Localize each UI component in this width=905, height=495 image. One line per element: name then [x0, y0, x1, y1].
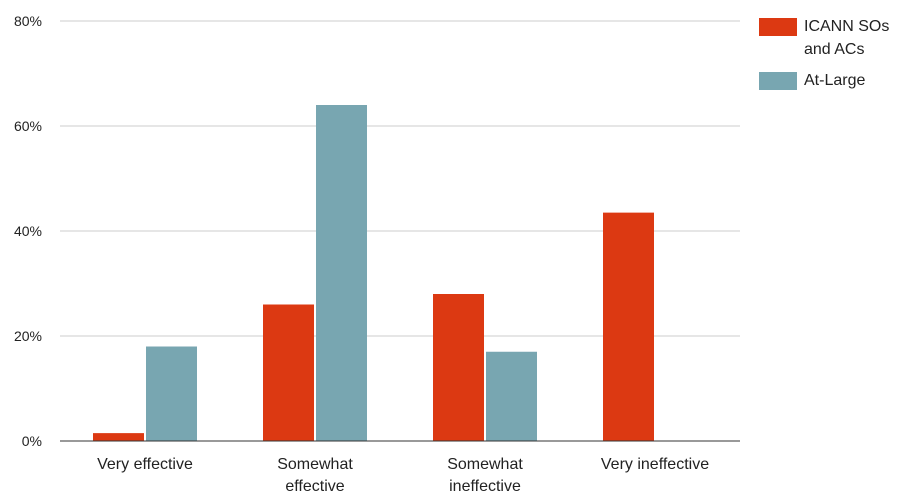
- y-axis-ticks: 0% 20% 40% 60% 80%: [14, 13, 42, 449]
- y-tick-label: 40%: [14, 223, 42, 239]
- bar-icann: [603, 212, 654, 441]
- bar-icann: [433, 294, 484, 441]
- y-tick-label: 0%: [22, 433, 42, 449]
- y-tick-label: 80%: [14, 13, 42, 29]
- x-category-label: Somewhat: [447, 456, 523, 473]
- legend-item-at-large: At-Large: [759, 69, 905, 92]
- x-category-label: Somewhat: [277, 456, 353, 473]
- bar-at-large: [146, 346, 197, 441]
- bar-at-large: [316, 105, 367, 441]
- y-tick-label: 20%: [14, 328, 42, 344]
- legend-item-icann: ICANN SOs and ACs: [759, 15, 905, 61]
- x-axis-categories: Very effective Somewhat effective Somewhat i…: [97, 456, 709, 495]
- legend-swatch-icann: [759, 18, 797, 36]
- bar-icann: [263, 304, 314, 441]
- bars: [93, 105, 654, 441]
- bar-at-large: [486, 351, 537, 441]
- legend-label-icann: ICANN SOs and ACs: [804, 18, 890, 58]
- legend-label-at-large: At-Large: [804, 72, 866, 89]
- x-category-label: effective: [285, 478, 344, 495]
- x-category-label: ineffective: [449, 478, 521, 495]
- y-tick-label: 60%: [14, 118, 42, 134]
- x-category-label: Very ineffective: [601, 456, 709, 473]
- bar-icann: [93, 433, 144, 441]
- x-category-label: Very effective: [97, 456, 193, 473]
- legend: ICANN SOs and ACs At-Large: [759, 15, 905, 100]
- legend-swatch-at-large: [759, 72, 797, 90]
